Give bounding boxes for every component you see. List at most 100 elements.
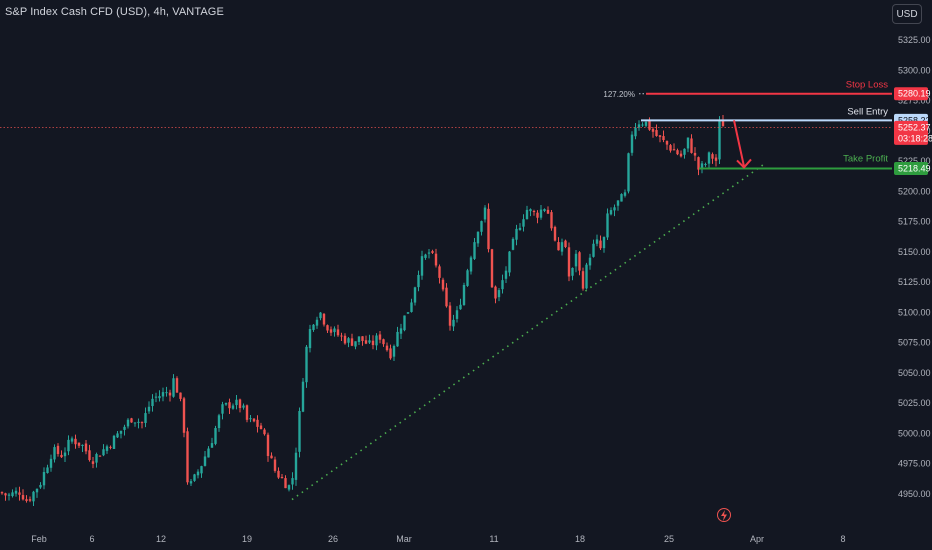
candle-body xyxy=(74,438,77,445)
candle-body xyxy=(88,450,91,461)
time-axis: Feb 6 12 19 26 Mar 11 18 25 Apr 8 xyxy=(31,534,845,544)
candle-body xyxy=(490,249,494,288)
candle-body xyxy=(266,434,270,457)
candle-body xyxy=(217,415,221,429)
candle-body xyxy=(522,219,525,227)
candle-body xyxy=(350,338,354,346)
take-profit-label: Take Profit xyxy=(843,153,888,164)
currency-button[interactable]: USD xyxy=(892,4,922,24)
time-tick-label: Apr xyxy=(750,534,764,544)
candle-body xyxy=(697,157,700,170)
candle-body xyxy=(252,418,256,422)
candle-body xyxy=(469,257,473,272)
candle-body xyxy=(189,481,193,484)
candle-body xyxy=(455,310,459,319)
candle-body xyxy=(392,345,396,357)
candle-body xyxy=(126,419,130,427)
candle-body xyxy=(158,396,161,399)
candle-body xyxy=(592,243,595,257)
candle-body xyxy=(144,413,147,423)
price-tick-label: 5275.00 xyxy=(898,96,931,106)
time-tick-label: 6 xyxy=(89,534,94,544)
candle-body xyxy=(539,209,543,218)
candle-body xyxy=(182,398,186,433)
candle-body xyxy=(648,120,651,130)
candle-body xyxy=(571,267,574,276)
candle-body xyxy=(427,252,431,254)
candle-body xyxy=(354,341,357,347)
candle-body xyxy=(557,242,560,251)
candle-body xyxy=(291,478,294,485)
candle-body xyxy=(536,212,539,218)
candle-body xyxy=(203,456,207,466)
candle-body xyxy=(616,200,620,206)
candle-body xyxy=(256,419,259,427)
candle-body xyxy=(130,418,133,423)
candle-body xyxy=(602,237,606,249)
price-tick-label: 5075.00 xyxy=(898,338,931,348)
candle-body xyxy=(165,392,168,394)
candles xyxy=(0,115,725,507)
candle-body xyxy=(280,476,284,479)
candle-body xyxy=(249,418,252,420)
candle-body xyxy=(497,290,501,298)
candle-body xyxy=(224,403,228,405)
time-tick-label: 26 xyxy=(328,534,338,544)
candle-body xyxy=(137,421,140,423)
candle-body xyxy=(466,270,469,286)
candle-body xyxy=(179,392,182,399)
candle-body xyxy=(483,207,487,220)
candle-body xyxy=(567,247,571,277)
candle-body xyxy=(711,154,714,159)
stop-loss-price: 5280.19 xyxy=(898,89,931,99)
candle-body xyxy=(207,448,210,458)
candle-body xyxy=(14,490,18,494)
candle-body xyxy=(308,329,312,349)
price-tick-label: 5175.00 xyxy=(898,217,931,227)
candle-body xyxy=(417,274,420,288)
candle-body xyxy=(378,334,382,340)
candle-body xyxy=(77,442,81,446)
candle-body xyxy=(301,381,305,412)
candle-body xyxy=(550,212,553,229)
candle-body xyxy=(707,152,711,164)
candle-body xyxy=(504,270,508,279)
candle-body xyxy=(480,221,483,232)
candle-body xyxy=(0,492,4,494)
candle-body xyxy=(91,461,95,464)
candle-body xyxy=(284,478,287,489)
sell-entry-price: 5258.22 xyxy=(898,115,931,125)
candle-body xyxy=(515,228,518,240)
candle-body xyxy=(448,305,452,326)
candle-body xyxy=(406,312,410,314)
candle-body xyxy=(21,495,25,500)
candle-body xyxy=(543,209,546,211)
candle-body xyxy=(494,286,497,299)
price-tick-label: 5125.00 xyxy=(898,277,931,287)
candle-body xyxy=(560,242,564,252)
candle-body xyxy=(718,121,721,160)
candle-body xyxy=(473,242,476,259)
candle-body xyxy=(476,231,480,244)
alert-button[interactable] xyxy=(717,508,731,522)
candle-body xyxy=(84,443,88,452)
price-tick-label: 5050.00 xyxy=(898,368,931,378)
candle-body xyxy=(102,449,105,456)
candle-body xyxy=(53,447,56,460)
candle-body xyxy=(368,340,371,343)
sell-entry-label: Sell Entry xyxy=(847,106,888,117)
candle-body xyxy=(151,398,154,407)
candle-body xyxy=(665,141,669,145)
candle-body xyxy=(56,445,60,454)
candle-body xyxy=(67,439,70,452)
candle-body xyxy=(81,444,84,447)
candle-body xyxy=(231,405,235,409)
overlays: 127.20% Stop Loss Sell Entry Take Profit xyxy=(0,80,892,501)
candle-body xyxy=(413,287,417,303)
candle-body xyxy=(287,485,291,490)
time-tick-label: Feb xyxy=(31,534,47,544)
candle-body xyxy=(585,264,588,289)
candle-body xyxy=(123,426,126,430)
candle-body xyxy=(168,392,172,396)
